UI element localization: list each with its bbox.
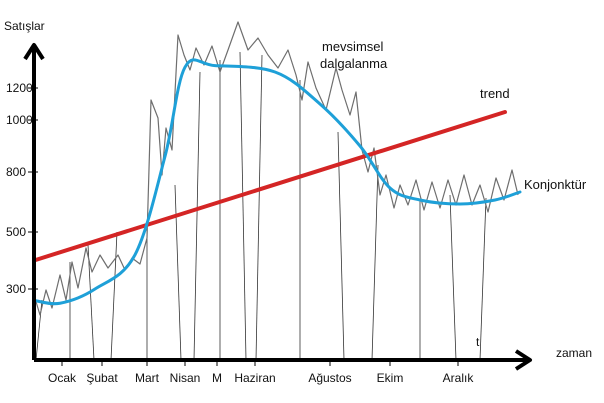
axes xyxy=(23,43,532,371)
x-axis-label: zaman xyxy=(556,346,592,360)
trend-line xyxy=(32,110,507,263)
x-tick-label: Haziran xyxy=(234,371,275,385)
vertical-guide-line xyxy=(174,184,182,361)
seasonal-label-line2: dalgalanma xyxy=(320,56,388,71)
vertical-guide-line xyxy=(239,51,247,361)
vertical-guide-line xyxy=(193,71,201,361)
vertical-guide-line xyxy=(449,194,457,361)
x-axis-arrow xyxy=(514,349,532,371)
seasonal-label-line1: mevsimsel xyxy=(322,39,384,54)
konjonktur-label: Konjonktür xyxy=(524,177,587,192)
vertical-guide-line xyxy=(110,231,118,361)
cycle-series xyxy=(32,58,522,306)
labels: 1200 1000 800 500 300 Ocak Şubat Mart Nisan M Hazi… xyxy=(4,19,592,385)
vertical-guide-line xyxy=(255,54,263,361)
y-tick-label: 800 xyxy=(6,165,26,179)
y-tick-label: 500 xyxy=(6,225,26,239)
y-axis-label: Satışlar xyxy=(4,19,45,33)
vertical-guide-lines xyxy=(35,51,487,361)
x-tick-label: M xyxy=(212,371,222,385)
x-tick-label: Ağustos xyxy=(308,371,351,385)
x-tick-label: Nisan xyxy=(170,371,201,385)
y-tick-label: 300 xyxy=(6,282,26,296)
t-marker: t xyxy=(476,335,480,349)
trend-label: trend xyxy=(480,86,510,101)
vertical-guide-line xyxy=(371,164,379,361)
y-tick-label: 1000 xyxy=(6,113,33,127)
vertical-guide-line xyxy=(479,197,487,361)
x-tick-label: Mart xyxy=(135,371,160,385)
x-tick-label: Ekim xyxy=(377,371,404,385)
vertical-guide-line xyxy=(87,244,95,361)
y-axis-arrow xyxy=(23,43,45,61)
y-tick-label: 1200 xyxy=(6,81,33,95)
vertical-guide-line xyxy=(337,131,345,361)
seasonal-line xyxy=(33,21,519,316)
x-tick-label: Şubat xyxy=(86,371,118,385)
konjonktur-curve xyxy=(32,58,522,306)
seasonal-series xyxy=(33,21,519,316)
x-tick-label: Aralık xyxy=(443,371,475,385)
trend-series xyxy=(32,110,507,263)
x-tick-label: Ocak xyxy=(48,371,77,385)
